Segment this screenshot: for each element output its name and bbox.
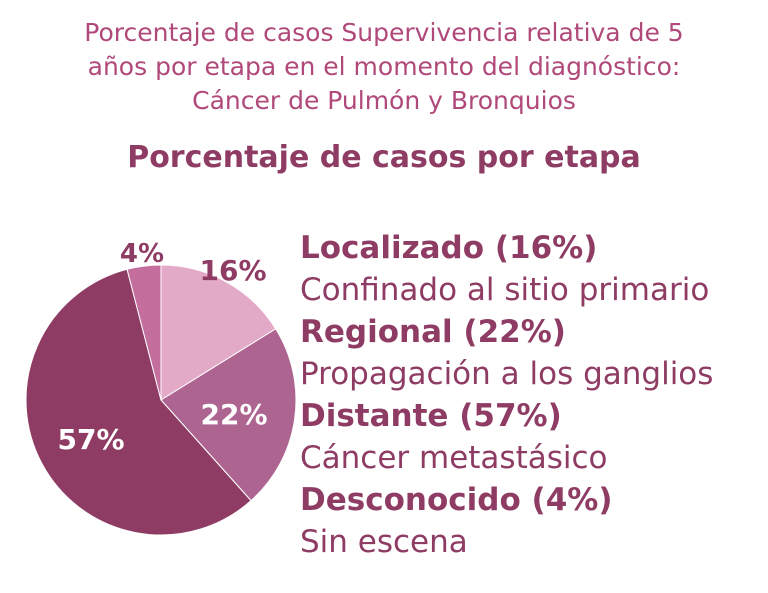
- pie-slice-localizado: [160, 264, 277, 401]
- legend-description: Sin escena: [300, 524, 468, 560]
- pie-slice-label-distante: 57%: [57, 423, 124, 456]
- legend-label: Distante (57%): [300, 398, 562, 434]
- pie-slice-distante: [25, 268, 252, 536]
- legend-item-localizado: Localizado (16%) Confinado al sitio prim…: [300, 226, 760, 310]
- legend-label: Regional (22%): [300, 314, 566, 350]
- legend: Localizado (16%) Confinado al sitio prim…: [300, 226, 760, 562]
- legend-label: Localizado (16%): [300, 230, 598, 266]
- pie-chart: 16% 22% 57% 4%: [25, 239, 297, 536]
- legend-item-distante: Distante (57%) Cáncer metastásico: [300, 394, 760, 478]
- pie-slice-label-desconocido: 4%: [120, 239, 164, 269]
- pie-slice-desconocido: [126, 264, 162, 401]
- legend-description: Propagación a los ganglios: [300, 356, 714, 392]
- legend-label: Desconocido (4%): [300, 482, 613, 518]
- legend-item-regional: Regional (22%) Propagación a los ganglio…: [300, 310, 760, 394]
- legend-description: Confinado al sitio primario: [300, 272, 710, 308]
- legend-item-desconocido: Desconocido (4%) Sin escena: [300, 478, 760, 562]
- chart-title-line: años por etapa en el momento del diagnós…: [87, 52, 681, 81]
- pie-slice-label-regional: 22%: [200, 398, 267, 431]
- chart-subtitle: Porcentaje de casos por etapa: [127, 140, 641, 175]
- chart-title: Porcentaje de casos Supervivencia relati…: [0, 16, 768, 118]
- pie-slice-regional: [160, 328, 297, 502]
- legend-description: Cáncer metastásico: [300, 440, 608, 476]
- chart-title-line: Cáncer de Pulmón y Bronquios: [192, 86, 576, 115]
- chart-title-line: Porcentaje de casos Supervivencia relati…: [84, 18, 684, 47]
- pie-slice-label-localizado: 16%: [199, 254, 266, 287]
